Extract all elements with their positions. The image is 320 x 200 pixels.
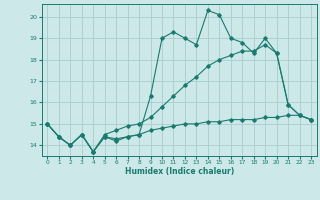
X-axis label: Humidex (Indice chaleur): Humidex (Indice chaleur) [124, 167, 234, 176]
